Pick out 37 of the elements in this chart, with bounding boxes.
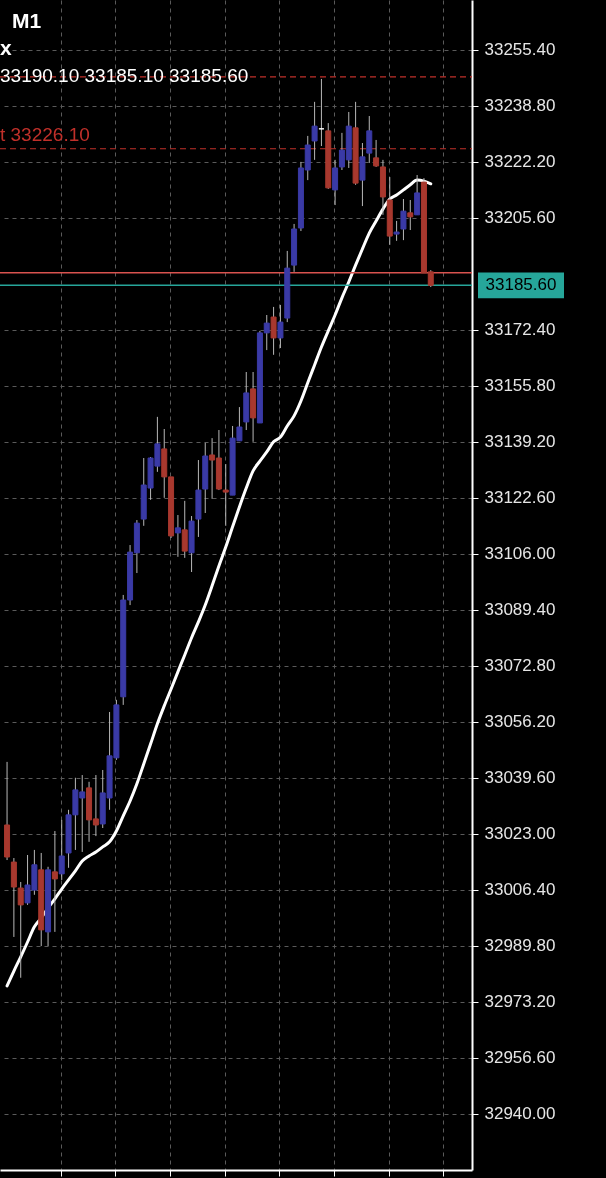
y-tick-label: 33238.80 bbox=[484, 96, 556, 116]
y-tick-label: 33039.60 bbox=[484, 768, 556, 788]
y-tick-label: 33006.40 bbox=[484, 880, 556, 900]
y-tick-label: 33222.20 bbox=[484, 152, 556, 172]
candlestick bbox=[311, 101, 318, 161]
y-tick-label: 33122.60 bbox=[484, 488, 556, 508]
y-tick-label: 33155.80 bbox=[484, 376, 556, 396]
candlestick bbox=[174, 514, 181, 558]
candlestick bbox=[414, 174, 421, 216]
annotation: M1 bbox=[12, 9, 42, 32]
line-series bbox=[5, 178, 433, 988]
y-tick-label: 33072.80 bbox=[484, 656, 556, 676]
candlestick bbox=[359, 142, 366, 207]
candlestick bbox=[400, 198, 407, 241]
y-tick-label: 33139.20 bbox=[484, 432, 556, 452]
y-tick-label: 32940.00 bbox=[484, 1104, 556, 1124]
candlestick bbox=[277, 304, 284, 349]
y-tick-label: 32956.60 bbox=[484, 1048, 556, 1068]
y-tick-label: 33023.00 bbox=[484, 824, 556, 844]
candlestick bbox=[393, 220, 400, 242]
y-tick-label: 33106.00 bbox=[484, 544, 556, 564]
candlestick bbox=[51, 830, 58, 933]
y-tick-label: 33255.40 bbox=[484, 40, 556, 60]
candlestick bbox=[58, 819, 65, 881]
ref-line-label: 33185.60 bbox=[485, 275, 557, 295]
candlestick bbox=[181, 500, 188, 559]
y-tick-label: 32973.20 bbox=[484, 992, 556, 1012]
y-tick-label: 33056.20 bbox=[484, 712, 556, 732]
candlestick bbox=[407, 199, 414, 231]
y-tick-label: 32989.80 bbox=[484, 936, 556, 956]
y-tick-label: 33172.40 bbox=[484, 320, 556, 340]
candlestick bbox=[366, 115, 373, 164]
y-tick-label: 33205.60 bbox=[484, 208, 556, 228]
annotation: x bbox=[0, 36, 12, 59]
ref-line-label: t 33226.10 bbox=[0, 123, 90, 145]
candlestick bbox=[270, 306, 277, 356]
y-tick-label: 33089.40 bbox=[484, 600, 556, 620]
